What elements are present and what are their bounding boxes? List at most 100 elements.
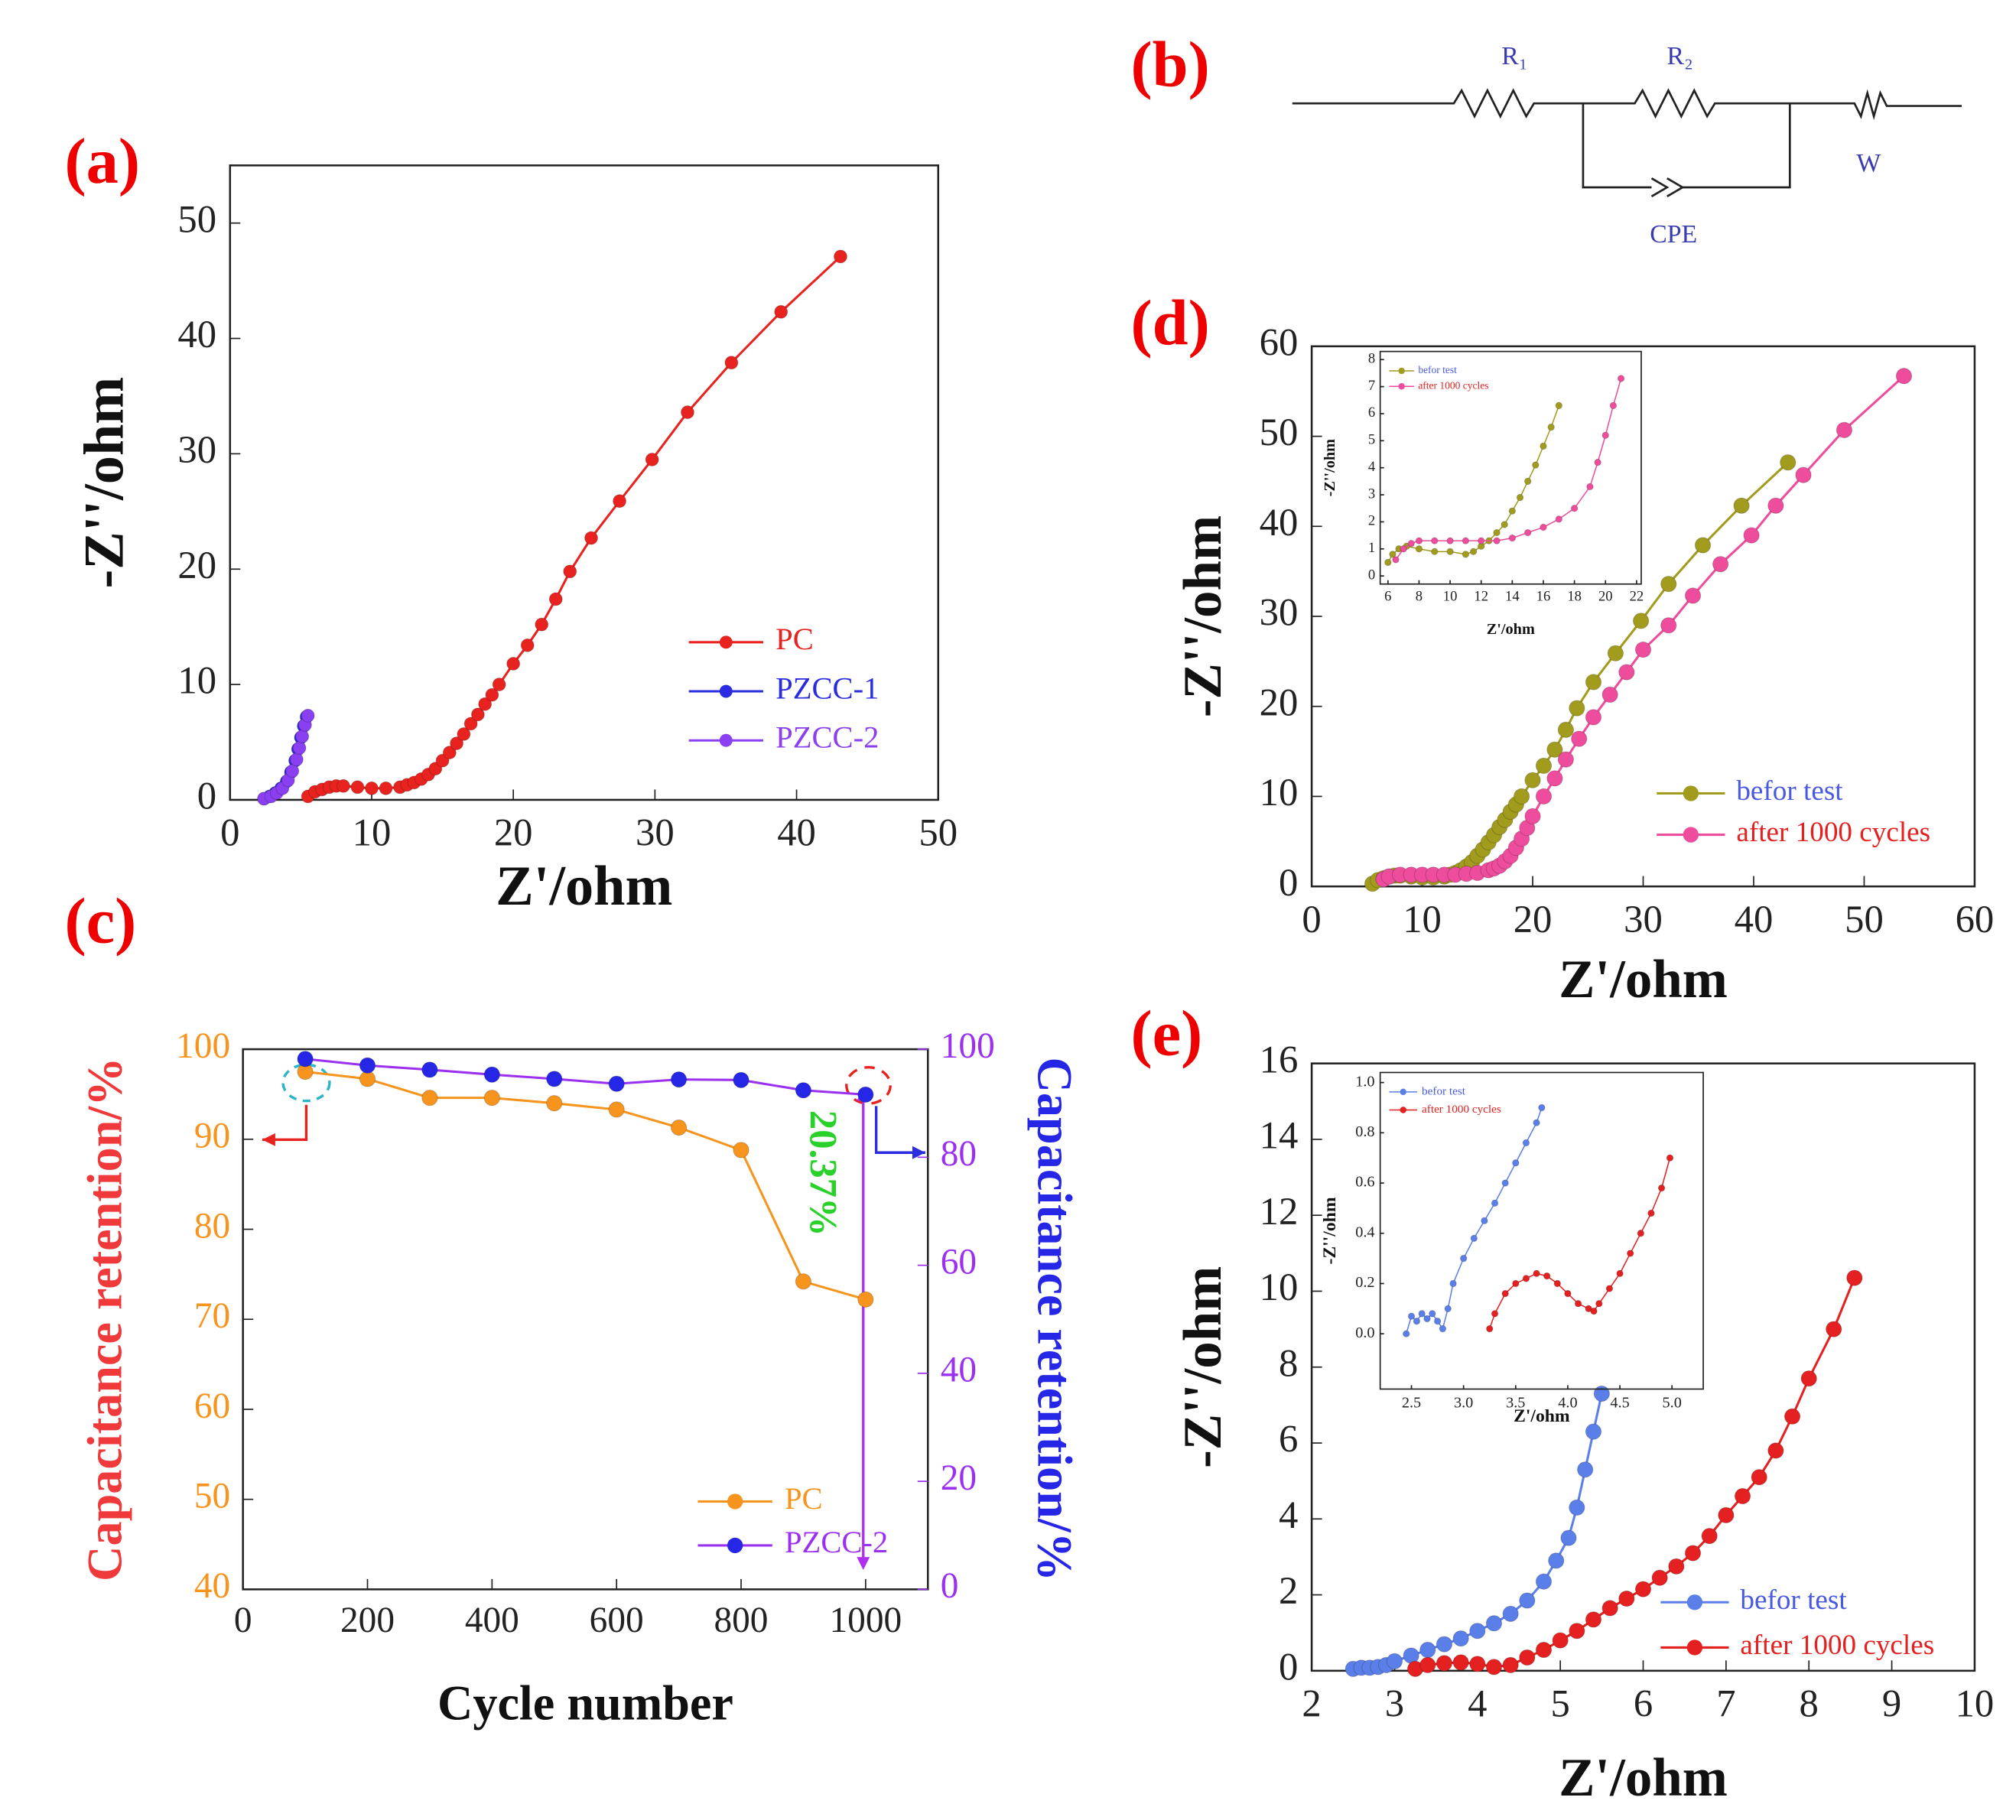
legend-marker — [1398, 383, 1405, 390]
y2-axis-label: Capacitance retention/% — [1027, 1058, 1081, 1581]
data-point — [1585, 709, 1602, 726]
data-point — [1485, 1615, 1503, 1632]
y-tick-label: 16 — [1260, 1038, 1299, 1081]
y-tick-label: 20 — [1260, 681, 1299, 723]
y-tick-label: 70 — [194, 1296, 230, 1336]
data-point — [485, 687, 499, 702]
data-point — [1795, 466, 1812, 483]
legend-label: befor test — [1418, 364, 1457, 375]
data-point — [1513, 788, 1530, 805]
arrowhead — [912, 1146, 925, 1159]
highlight-circle — [281, 1063, 331, 1103]
x-axis-label: Cycle number — [437, 1676, 733, 1731]
data-point — [1618, 664, 1635, 681]
data-point — [1532, 461, 1540, 469]
y-tick-label: 4 — [1368, 459, 1375, 475]
y-tick-label: 1 — [1368, 540, 1375, 556]
data-point — [1493, 528, 1501, 537]
x-tick-label: 0 — [220, 811, 239, 854]
data-point — [1502, 1656, 1519, 1674]
legend-marker — [727, 1493, 743, 1510]
data-point — [1585, 1611, 1602, 1628]
data-point — [1449, 1279, 1457, 1288]
data-point — [1668, 1558, 1685, 1575]
legend-marker — [1400, 1088, 1406, 1096]
data-point — [1605, 1285, 1614, 1292]
data-point — [1601, 431, 1609, 439]
data-point — [1462, 537, 1470, 544]
data-point — [1470, 1234, 1478, 1243]
data-point — [1431, 537, 1439, 544]
data-point — [292, 741, 307, 756]
x-tick-label: 4 — [1468, 1682, 1487, 1725]
data-point — [548, 592, 563, 606]
data-point — [1538, 1103, 1546, 1112]
data-point — [1647, 1209, 1655, 1217]
y-tick-label: 80 — [194, 1206, 230, 1246]
x-tick-label: 2 — [1302, 1682, 1321, 1725]
x-tick-label: 30 — [1624, 898, 1663, 941]
legend-label: befor test — [1736, 775, 1843, 807]
y-tick-label: 50 — [177, 197, 216, 240]
data-point — [1535, 1573, 1553, 1590]
data-point — [1557, 751, 1575, 768]
data-point — [1632, 613, 1650, 629]
data-point — [1784, 1408, 1801, 1425]
x-tick-label: 2.5 — [1402, 1394, 1421, 1411]
data-point — [795, 1082, 812, 1099]
data-point — [1846, 1269, 1863, 1286]
data-point — [1609, 401, 1618, 410]
highlight-circle — [845, 1066, 892, 1105]
data-point — [1540, 523, 1547, 531]
legend-marker — [719, 733, 733, 747]
data-point — [1586, 483, 1594, 491]
y-tick-label: 0 — [1279, 1645, 1298, 1688]
data-point — [1535, 757, 1553, 775]
arrowhead — [262, 1133, 275, 1146]
data-point — [1418, 1310, 1426, 1318]
series-line — [304, 1070, 867, 1301]
data-point — [1501, 521, 1508, 528]
data-point — [1386, 1653, 1403, 1670]
data-point — [1594, 458, 1601, 466]
y-tick-label: 30 — [177, 428, 216, 471]
data-point — [1585, 674, 1602, 691]
data-point — [1569, 1499, 1585, 1516]
data-point — [463, 717, 478, 731]
data-point — [1477, 537, 1485, 544]
c-annotations — [262, 1063, 925, 1571]
x-tick-label: 10 — [1403, 898, 1442, 941]
data-point — [1535, 1641, 1553, 1659]
data-point — [1767, 1442, 1784, 1459]
data-point — [1524, 772, 1541, 788]
y-tick-label: 12 — [1260, 1190, 1299, 1233]
x-tick-label: 4.5 — [1610, 1394, 1629, 1411]
y-tick-label: 50 — [194, 1477, 230, 1516]
series-line — [307, 255, 842, 798]
data-point — [1547, 423, 1555, 431]
y-tick-label: 2 — [1279, 1569, 1298, 1612]
data-point — [1780, 454, 1797, 471]
data-point — [1618, 1590, 1635, 1607]
y2-tick-label: 40 — [941, 1350, 977, 1390]
data-point — [563, 564, 577, 579]
data-point — [1519, 1649, 1536, 1666]
y-tick-label: 0.4 — [1355, 1224, 1374, 1240]
y-axis-label: -Z''/ohm — [1320, 1197, 1340, 1264]
data-point — [1564, 1289, 1572, 1298]
data-point — [613, 494, 627, 509]
y-axis-label: -Z''/ohm — [1173, 515, 1233, 717]
data-point — [1734, 1487, 1751, 1505]
data-point — [1660, 617, 1677, 634]
y-tick-label: 10 — [177, 659, 216, 702]
data-point — [1570, 505, 1579, 512]
panel-label: (e) — [1131, 999, 1203, 1070]
data-point — [1400, 545, 1407, 553]
data-point — [301, 708, 315, 723]
data-point — [1590, 1307, 1598, 1315]
y-tick-label: 2 — [1368, 513, 1375, 529]
legend-marker — [1683, 785, 1699, 801]
x-axis-label: Z'/ohm — [496, 855, 672, 918]
y-tick-label: 6 — [1368, 405, 1375, 421]
x-tick-label: 20 — [1598, 589, 1613, 605]
